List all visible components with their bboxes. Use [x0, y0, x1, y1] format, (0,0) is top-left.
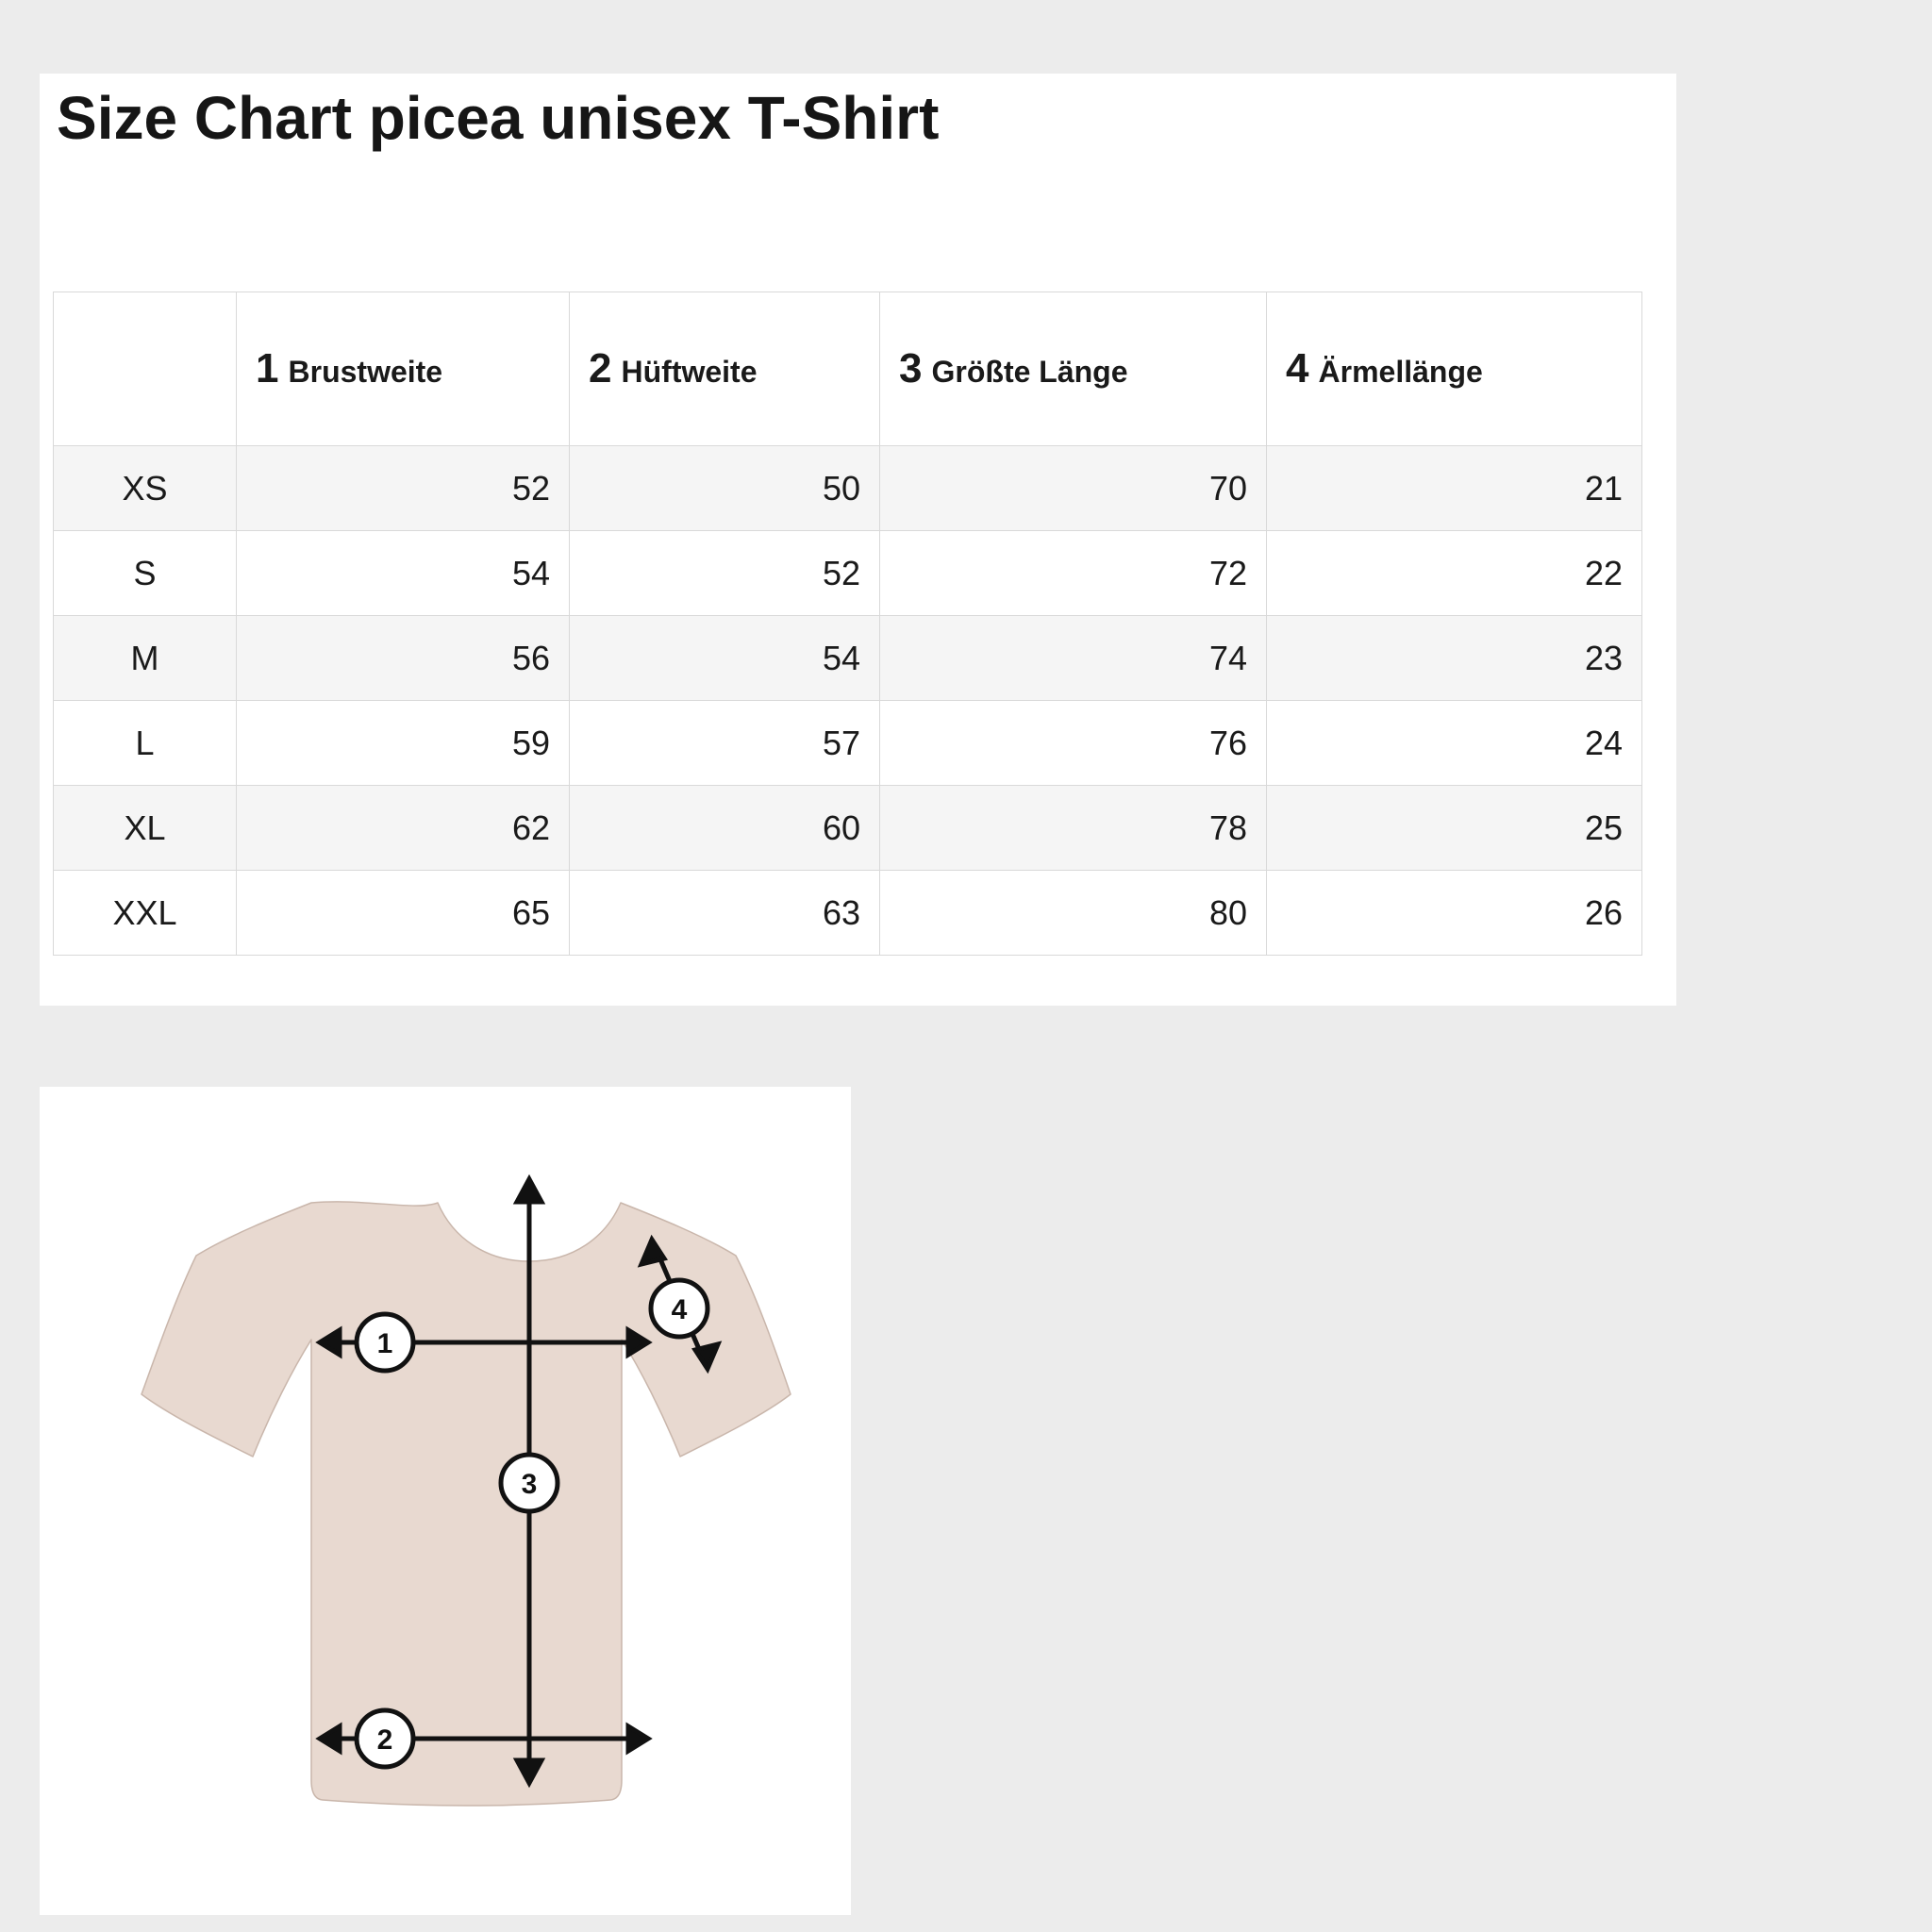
svg-text:4: 4 [672, 1294, 688, 1325]
svg-text:2: 2 [377, 1724, 393, 1756]
svg-text:3: 3 [522, 1469, 538, 1500]
svg-text:1: 1 [377, 1328, 393, 1359]
